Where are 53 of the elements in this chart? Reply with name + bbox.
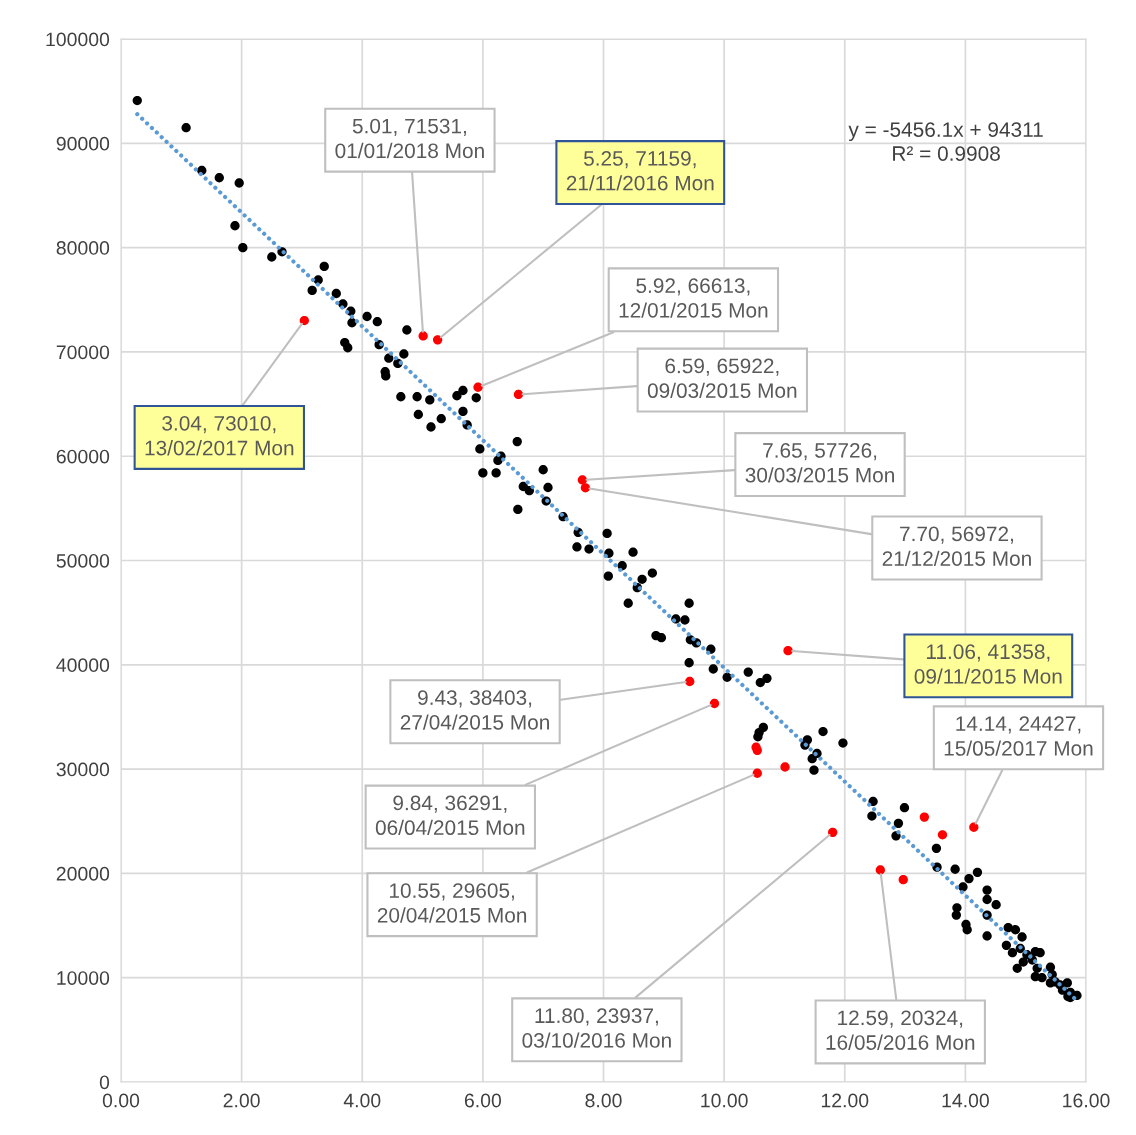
point (513, 389, 524, 400)
point (473, 382, 483, 392)
point (919, 812, 930, 822)
point (432, 335, 443, 345)
annotation: 6.59, 65922, 09/03/2015 Mon (647, 358, 797, 399)
point (875, 865, 885, 875)
x-tick-label: 12.00 (821, 1093, 869, 1108)
point (709, 698, 720, 709)
y-tick-label: 10000 (57, 971, 110, 985)
annotation: 5.01, 71531, 01/01/2018 Mon (335, 118, 484, 159)
point (752, 768, 762, 778)
x-tick-label: 4.00 (343, 1093, 381, 1108)
y-tick-label: 60000 (56, 449, 110, 464)
annotation: 10.55, 29605, 20/04/2015 Mon (377, 883, 527, 923)
point (898, 875, 908, 885)
point (299, 315, 309, 326)
y-tick-label: 90000 (56, 136, 110, 151)
y-tick-label: 100000 (46, 32, 110, 47)
point (937, 830, 948, 840)
annotation: 5.25, 71159, 21/11/2016 Mon (566, 151, 714, 191)
annotation: 9.43, 38403, 27/04/2015 Mon (400, 690, 549, 730)
y-tick-label: 30000 (56, 762, 110, 777)
y-tick-label: 20000 (56, 866, 110, 881)
point (780, 762, 790, 772)
x-tick-label: 16.00 (1063, 1093, 1110, 1108)
y-tick-label: 80000 (56, 241, 110, 255)
x-tick-label: 2.00 (223, 1093, 260, 1108)
x-tick-label: 10.00 (701, 1093, 748, 1108)
point (969, 822, 979, 832)
annotation: 3.04, 73010, 13/02/2017 Mon (145, 415, 294, 456)
annotation: 11.06, 41358, 09/11/2015 Mon (914, 644, 1062, 684)
y-tick-label: 50000 (56, 553, 110, 568)
annotation: 5.92, 66613, 12/01/2015 Mon (619, 278, 768, 318)
x-tick-label: 6.00 (464, 1093, 502, 1108)
annotation: 12.59, 20324, 16/05/2016 Mon (826, 1010, 975, 1050)
x-tick-label: 14.00 (942, 1093, 989, 1108)
point (783, 645, 793, 656)
annotation: y = -5456.1x + 94311 R² = 0.9908 (848, 122, 1043, 161)
point (828, 827, 838, 837)
x-tick-label: 0.00 (102, 1093, 140, 1108)
point (580, 483, 591, 493)
annotation: 11.80, 23937, 03/10/2016 Mon (522, 1008, 671, 1048)
annotation: 7.65, 57726, 30/03/2015 Mon (745, 443, 894, 483)
y-tick-label: 40000 (56, 658, 110, 673)
point (577, 475, 588, 485)
annotation: 7.70, 56972, 21/12/2015 Mon (882, 526, 1031, 566)
y-tick-label: 70000 (56, 345, 110, 360)
point (418, 331, 428, 341)
point (685, 676, 695, 687)
x-tick-label: 8.00 (585, 1093, 622, 1108)
y-tick-label: 0 (99, 1075, 110, 1090)
annotation: 14.14, 24427, 15/05/2017 Mon (944, 716, 1093, 756)
annotation: 9.84, 36291, 06/04/2015 Mon (375, 795, 525, 836)
